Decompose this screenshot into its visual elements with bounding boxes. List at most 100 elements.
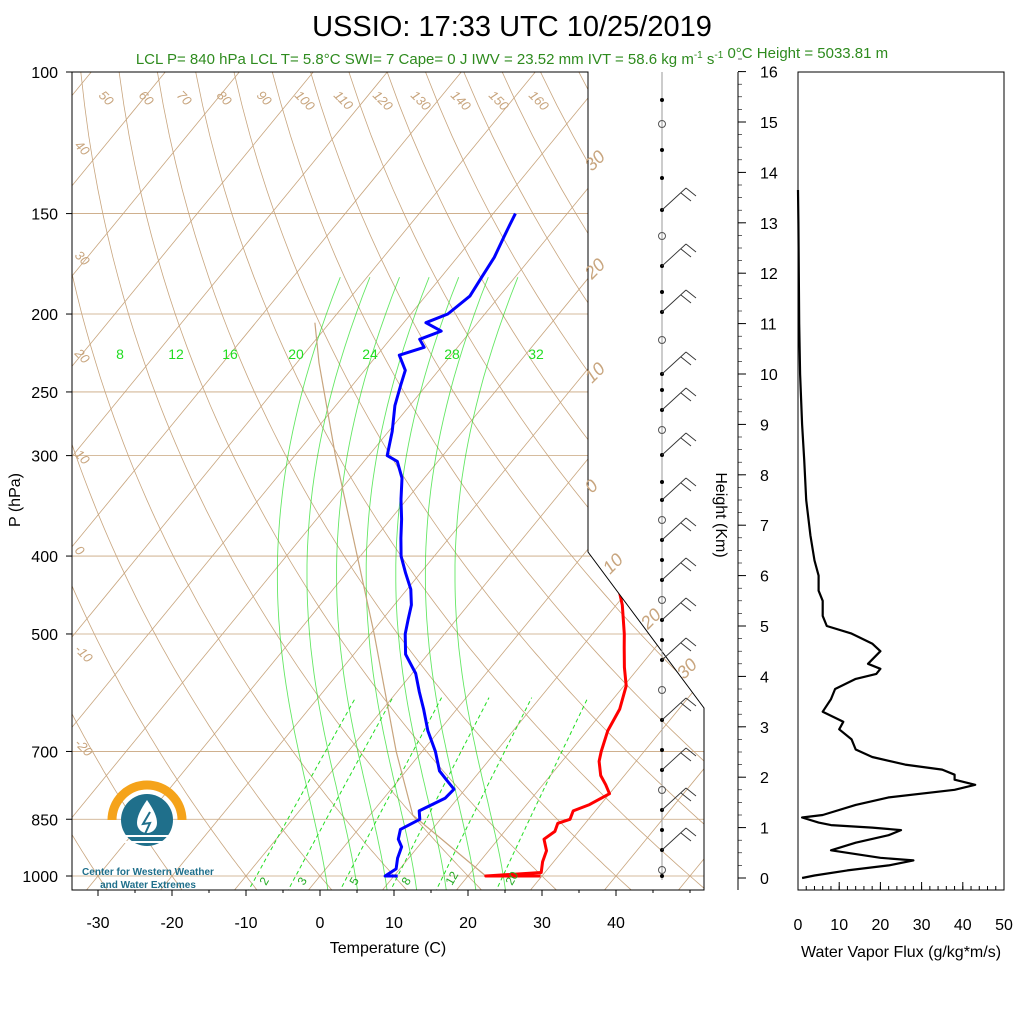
x-tick-label: -10 xyxy=(234,915,257,932)
isotherm-label: 30 xyxy=(72,248,93,269)
wind-barb-feather xyxy=(680,752,692,762)
wind-barb-feather xyxy=(680,642,692,652)
y-tick-label: 200 xyxy=(31,307,58,324)
height-tick-label: 4 xyxy=(760,669,769,686)
dry-adiabat-line xyxy=(72,72,335,890)
calm-wind-icon xyxy=(658,120,666,128)
isotherm-label: 30 xyxy=(581,147,609,175)
wind-barb-feather xyxy=(685,787,697,797)
height-tick-label: 11 xyxy=(760,317,777,334)
wind-barb-feather xyxy=(685,432,697,442)
wind-barb-feather xyxy=(685,477,697,487)
dry-adiabat-line xyxy=(732,72,1024,893)
mixing-ratio-line xyxy=(388,697,490,890)
mixing-ratio-line xyxy=(246,697,357,890)
y-axis-title: P (hPa) xyxy=(7,473,24,527)
height-tick-label: 7 xyxy=(760,518,769,535)
dry-adiabat-line xyxy=(118,72,560,890)
height-tick-label: 10 xyxy=(760,367,778,384)
y-tick-label: 700 xyxy=(31,744,58,761)
x-tick-label: -20 xyxy=(160,915,183,932)
y-tick-label: 250 xyxy=(31,385,58,402)
isotherm-label: 30 xyxy=(673,655,701,683)
y-tick-label: 500 xyxy=(31,627,58,644)
mixing-ratio-label: 28 xyxy=(444,346,460,362)
parcel-path xyxy=(314,322,487,877)
isotherm-label: 10 xyxy=(72,447,93,468)
mixing-ratio-label: 24 xyxy=(362,346,378,362)
moist-adiabat-line xyxy=(336,277,400,890)
height-tick-label: 16 xyxy=(760,65,778,82)
height-tick-label: 6 xyxy=(760,569,769,586)
wind-barb-dot xyxy=(660,148,664,152)
wind-barb-dot xyxy=(660,558,664,562)
dry-adiabat-line xyxy=(72,72,185,890)
chart-subtitle: LCL P= 840 hPa LCL T= 5.8°C SWI= 7 Cape=… xyxy=(136,45,888,68)
sounding-lines xyxy=(383,212,704,878)
lightning-icon xyxy=(141,811,152,835)
wind-barb-dot xyxy=(660,388,664,392)
isotherm-label: 10 xyxy=(599,550,627,578)
mixing-ratio-label: 16 xyxy=(222,346,238,362)
isotherm-label: 0 xyxy=(581,476,602,497)
wind-barb-staff xyxy=(661,432,687,456)
calm-wind-icon xyxy=(658,336,666,344)
isotherm-label: 140 xyxy=(448,88,474,114)
skewt-frame xyxy=(71,71,705,891)
height-tick-label: 13 xyxy=(760,216,778,233)
logo-line1: Center for Western Weather xyxy=(82,867,214,878)
isotherm-line xyxy=(72,72,314,890)
isotherm-line xyxy=(72,72,166,890)
isotherm-line xyxy=(601,72,704,890)
wind-barb-dot xyxy=(660,638,664,642)
skewt-axes: -30 -20 -10 0 10 20 30 401001502002503004005007… xyxy=(22,65,691,932)
moist-adiabat-line xyxy=(365,277,430,890)
calm-wind-icon xyxy=(658,426,666,434)
height-tick-label: 15 xyxy=(760,115,778,132)
dry-adiabat-line xyxy=(233,72,704,890)
isotherm-label: 60 xyxy=(136,88,157,109)
isotherm-line xyxy=(72,72,388,890)
wind-barb-feather xyxy=(680,192,692,202)
logo-line2: and Water Extremes xyxy=(100,880,196,891)
x-tick-label: 0 xyxy=(316,915,325,932)
dry-adiabat-line xyxy=(310,72,704,890)
height-tick-label: 12 xyxy=(760,266,778,283)
isotherm-label: 160 xyxy=(526,88,552,114)
isotherm-line xyxy=(72,72,684,890)
isotherm-label: 20 xyxy=(580,255,609,284)
mixing-ratio-line xyxy=(338,697,443,890)
dry-adiabat-line xyxy=(72,72,410,890)
isotherm-label: 90 xyxy=(254,88,275,109)
isotherm-line xyxy=(750,72,1024,893)
flux-frame xyxy=(797,71,1005,891)
wind-barb-feather xyxy=(680,294,692,304)
wind-barb-feather xyxy=(680,792,692,802)
isotherm-line xyxy=(72,72,536,890)
wind-barb-staff xyxy=(661,597,687,621)
chart-title: USSIO: 17:33 UTC 10/25/2019 xyxy=(312,11,712,43)
temperature-line xyxy=(484,212,704,878)
height-tick-label: 14 xyxy=(760,165,778,182)
mixing-ratio-label: 20 xyxy=(288,346,304,362)
isotherm-line xyxy=(72,72,462,890)
wind-barb-feather xyxy=(680,562,692,572)
height-tick-label: 3 xyxy=(760,720,769,737)
isotherm-label: 80 xyxy=(214,88,235,109)
logo-sun-arc xyxy=(107,780,187,821)
wind-barb-staff xyxy=(661,187,687,211)
dry-adiabat-line xyxy=(540,72,704,890)
wind-barb-feather xyxy=(680,248,692,258)
wind-barb-feather xyxy=(680,356,692,366)
isotherm-label: 120 xyxy=(370,88,396,114)
cw3e-logo: Center for Western Weather and Water Ext… xyxy=(82,780,214,891)
calm-wind-icon xyxy=(658,866,666,874)
wind-barb-feather xyxy=(685,597,697,607)
mixing-ratio-label: 8 xyxy=(116,346,124,362)
dry-adiabat-line xyxy=(195,72,704,890)
mixing-ratio-line xyxy=(286,697,394,890)
flux-x-tick-label: 0 xyxy=(794,917,803,934)
dry-adiabat-line xyxy=(157,72,635,890)
